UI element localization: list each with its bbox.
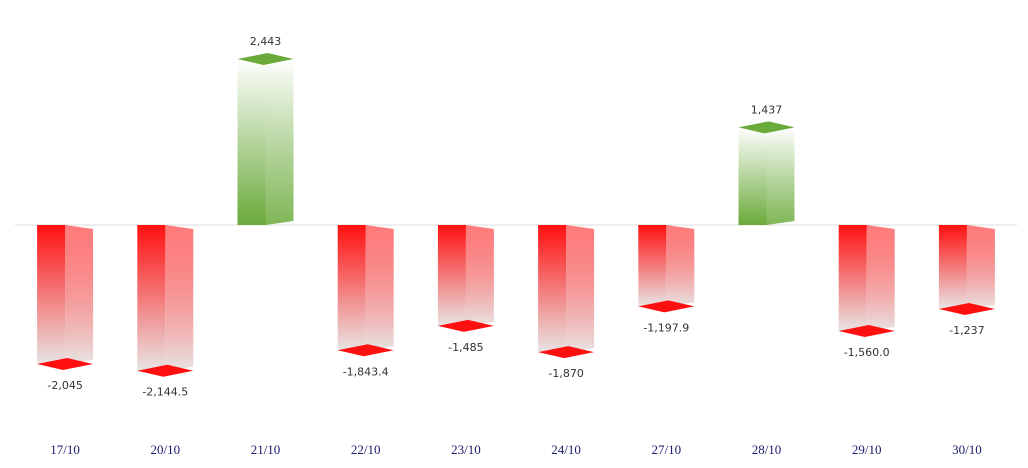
bar-cap xyxy=(938,303,995,316)
bar xyxy=(137,225,166,371)
x-tick-label: 17/10 xyxy=(50,442,80,457)
value-label: -2,045 xyxy=(47,379,82,392)
x-tick-label: 20/10 xyxy=(150,442,180,457)
bar-cap xyxy=(638,300,695,313)
value-label: 2,443 xyxy=(250,35,282,48)
bar xyxy=(738,127,767,225)
x-tick-label: 29/10 xyxy=(852,442,882,457)
bar-cap xyxy=(437,319,494,332)
value-label: -1,560.0 xyxy=(844,346,890,359)
bar-cap xyxy=(337,344,394,357)
value-label: -1,870 xyxy=(548,367,583,380)
x-tick-label: 22/10 xyxy=(351,442,381,457)
x-tick-label: 28/10 xyxy=(752,442,782,457)
bar-cap xyxy=(137,364,194,377)
x-tick-label: 24/10 xyxy=(551,442,581,457)
x-tick-label: 21/10 xyxy=(251,442,281,457)
bar-side xyxy=(866,225,895,332)
bar-side xyxy=(165,225,194,371)
bar-side xyxy=(566,225,595,353)
x-tick-label: 23/10 xyxy=(451,442,481,457)
bar xyxy=(938,225,967,310)
x-tick-label: 30/10 xyxy=(952,442,982,457)
bar-cap xyxy=(237,53,294,65)
bar-side xyxy=(365,225,394,351)
bar-cap xyxy=(838,325,895,338)
bar-cap xyxy=(37,357,94,370)
x-tick-label: 27/10 xyxy=(651,442,681,457)
bar xyxy=(37,225,66,364)
bar-side xyxy=(766,127,795,225)
bar-side xyxy=(65,225,94,364)
value-label: -1,485 xyxy=(448,341,483,354)
bar-side xyxy=(666,225,695,307)
bar-side xyxy=(465,225,494,326)
bar xyxy=(337,225,366,351)
value-label: -1,237 xyxy=(949,324,984,337)
value-label: 1,437 xyxy=(751,103,783,116)
value-label: -2,144.5 xyxy=(142,386,188,399)
bar-cap xyxy=(538,346,595,359)
bar xyxy=(538,225,567,353)
bar-side xyxy=(265,59,294,225)
bar-cap xyxy=(738,121,795,134)
value-label: -1,843.4 xyxy=(343,365,389,378)
value-label: -1,197.9 xyxy=(643,321,689,334)
bar xyxy=(437,225,466,326)
bar xyxy=(638,225,667,307)
bar xyxy=(237,59,266,225)
bar xyxy=(838,225,867,332)
bar-side xyxy=(966,225,995,310)
